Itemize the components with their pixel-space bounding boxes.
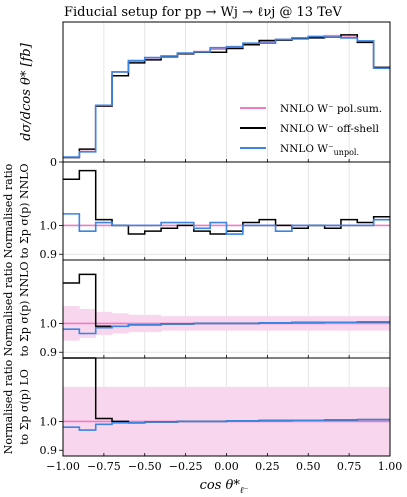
y-axis-label-line1: Normalised ratio	[2, 261, 15, 356]
y-axis-label-line2: to Σp σ(p) NNLO	[18, 261, 31, 356]
panel-ratio-lo: 0.9 1.0 Normalised ratio to Σp σ(p) LO	[2, 357, 391, 457]
x-axis: −1.00 −0.75 −0.50 −0.25 0.00 0.25 0.50 0.75 1.00	[46, 460, 402, 473]
x-tick-label: 0.50	[296, 460, 321, 473]
y-axis-label-line2: to Σp σ(p) LO	[18, 369, 31, 445]
y-tick-label: 0.9	[40, 248, 58, 261]
x-axis-label: cos θ*ℓ⁻	[200, 478, 249, 496]
y-axis-label-line1: Normalised ratio	[2, 163, 15, 258]
y-axis-label: dσ/dcos θ* [fb]	[19, 42, 34, 140]
legend-item-unpol: NNLO W⁻unpol.	[240, 143, 359, 157]
y-tick-label: 0.9	[40, 346, 58, 359]
x-tick-label: −0.25	[169, 460, 203, 473]
legend-item-polsum: NNLO W⁻ pol.sum.	[240, 103, 382, 115]
x-tick-label: 0.75	[337, 460, 362, 473]
series-unpol	[63, 213, 390, 235]
y-tick-label: 1.0	[40, 317, 58, 330]
series-unpol	[63, 35, 390, 158]
chart-title: Fiducial setup for pp → Wj → ℓνj @ 13 Te…	[64, 5, 343, 20]
x-tick-label: 1.00	[378, 460, 403, 473]
x-tick-label: 0.25	[255, 460, 280, 473]
legend-label: NNLO W⁻unpol.	[280, 143, 359, 157]
x-tick-label: −0.50	[128, 460, 162, 473]
y-tick-label: 1.0	[40, 415, 58, 428]
y-tick-label: 0.9	[40, 444, 58, 457]
legend-label: NNLO W⁻ pol.sum.	[280, 103, 382, 115]
legend-label: NNLO W⁻ off-shell	[280, 123, 380, 135]
x-tick-label: −1.00	[46, 460, 80, 473]
y-axis-label-line1: Normalised ratio	[2, 359, 15, 454]
series-unpol	[63, 321, 390, 335]
legend: NNLO W⁻ pol.sum. NNLO W⁻ off-shell NNLO W⁻…	[240, 103, 382, 157]
y-axis-label-line2: to Σp σ(p) NNLO	[18, 163, 31, 258]
x-tick-label: 0.00	[214, 460, 239, 473]
panel-ratio-nnlo: 0.9 1.0 Normalised ratio to Σp σ(p) NNLO	[2, 161, 391, 261]
y-tick-label: 1.0	[40, 219, 58, 232]
legend-item-offshell: NNLO W⁻ off-shell	[240, 123, 380, 135]
y-tick-label: 0	[50, 156, 57, 169]
panel-ratio-nnlo-band: 0.9 1.0 Normalised ratio to Σp σ(p) NNLO	[2, 259, 391, 359]
x-tick-label: −0.75	[87, 460, 121, 473]
series-unpol	[63, 418, 390, 431]
panel-main: 0 dσ/dcos θ* [fb]	[19, 21, 391, 169]
